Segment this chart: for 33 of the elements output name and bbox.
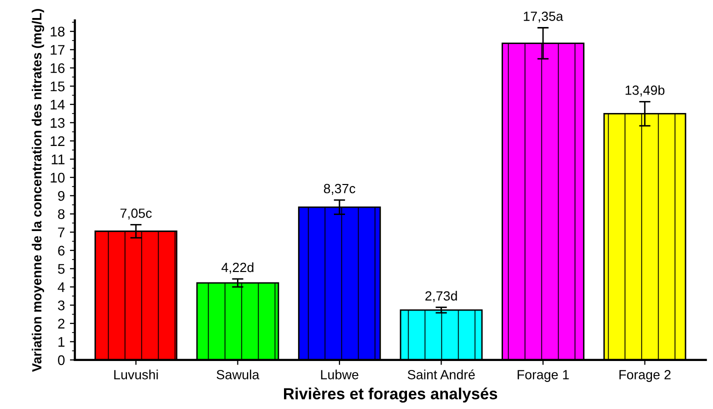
- y-tick-label: 9: [58, 190, 64, 201]
- y-tick-label: 2: [58, 318, 64, 328]
- y-tick-label: 17: [50, 45, 64, 55]
- data-label: 13,49b: [626, 85, 664, 96]
- x-tick-label: Saint André: [408, 369, 475, 380]
- y-tick-label: 0: [58, 355, 65, 366]
- y-tick-label: 11: [52, 154, 64, 164]
- data-label: 4,22d: [222, 262, 254, 274]
- y-tick-label: 7: [58, 228, 64, 238]
- y-tick-label: 14: [50, 100, 65, 110]
- y-tick-label: 15: [50, 82, 65, 92]
- x-tick-label: Sawula: [216, 370, 260, 380]
- data-label: 7,05c: [120, 208, 152, 220]
- y-tick-label: 12: [50, 136, 64, 146]
- y-tick-label: 3: [58, 300, 65, 310]
- x-tick-label: Lubwe: [321, 370, 358, 380]
- y-tick-label: 5: [58, 264, 65, 274]
- y-tick-label: 1: [58, 337, 64, 347]
- y-tick-label: 13: [50, 118, 65, 128]
- x-tick-label: Forage 2: [619, 370, 671, 382]
- data-label: 8,37c: [324, 184, 356, 195]
- x-tick-label: Forage 1: [518, 370, 569, 382]
- y-tick-label: 18: [50, 26, 65, 37]
- y-tick-label: 8: [58, 209, 65, 220]
- y-axis-title: Variation moyenne de la concentration des nitrates (mg/L): [32, 8, 44, 372]
- x-tick-label: Luvushi: [114, 370, 158, 380]
- data-label: 2,73d: [425, 290, 457, 302]
- y-tick-label: 16: [50, 63, 65, 74]
- y-tick-label: 4: [58, 282, 65, 292]
- data-label: 17,35a: [524, 12, 564, 23]
- x-axis-title: Rivières et forages analysés: [284, 387, 498, 403]
- y-tick-label: 6: [58, 246, 65, 256]
- y-tick-label: 10: [50, 172, 65, 183]
